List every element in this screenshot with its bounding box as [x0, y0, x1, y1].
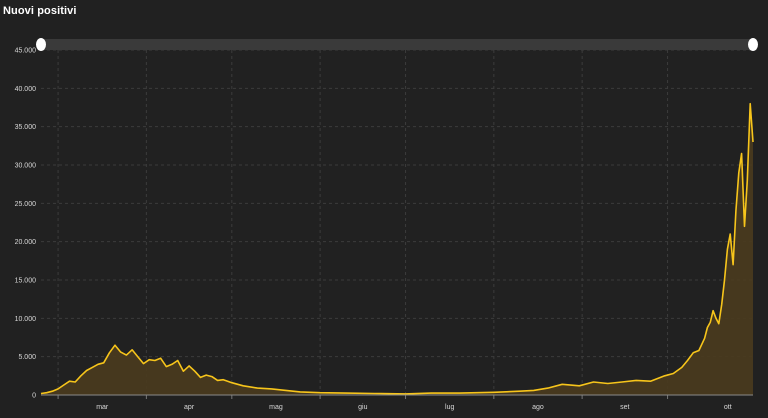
series-line [40, 102, 754, 395]
y-tick-label: 5.000 [18, 354, 36, 361]
x-tick-label: ott [724, 404, 732, 411]
y-tick-label: 30.000 [15, 163, 37, 170]
y-tick-label: 45.000 [15, 48, 37, 55]
y-tick-label: 10.000 [15, 316, 37, 323]
x-tick-label: giu [358, 404, 367, 411]
range-slider-start-handle[interactable] [36, 38, 46, 51]
x-tick-label: ago [532, 404, 544, 411]
x-tick-label: apr [184, 404, 195, 411]
y-tick-label: 0 [32, 393, 36, 400]
x-tick-label: mar [96, 404, 109, 411]
y-tick-label: 25.000 [15, 201, 37, 208]
x-tick-label: set [620, 404, 629, 411]
x-tick-label: lug [445, 404, 454, 411]
x-tick-label: mag [269, 404, 283, 411]
y-tick-label: 15.000 [15, 278, 37, 285]
y-tick-label: 20.000 [15, 239, 37, 246]
series-area [41, 103, 753, 395]
y-tick-label: 40.000 [15, 86, 37, 93]
y-tick-label: 35.000 [15, 124, 37, 131]
chart-title: Nuovi positivi [3, 5, 77, 17]
range-slider-track[interactable] [41, 39, 753, 50]
range-slider-end-handle[interactable] [748, 38, 758, 51]
